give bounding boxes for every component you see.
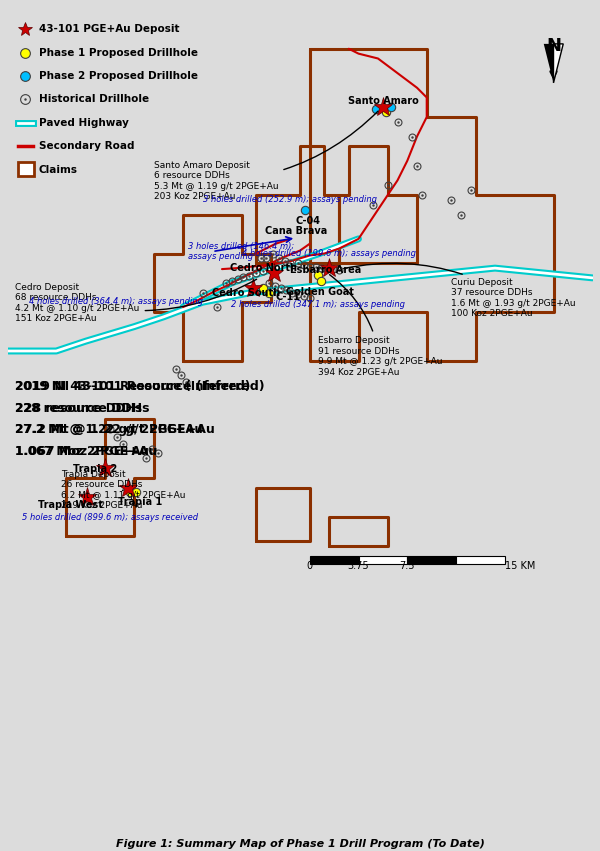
- Text: 4 holes drilled (364.4 m); assays pending: 4 holes drilled (364.4 m); assays pendin…: [29, 297, 203, 306]
- Text: Esbarro Area: Esbarro Area: [290, 266, 361, 275]
- Text: 5 holes drilled (899.6 m); assays received: 5 holes drilled (899.6 m); assays receiv…: [22, 513, 198, 522]
- Text: 3.75: 3.75: [347, 562, 370, 571]
- Text: Phase 2 Proposed Drillhole: Phase 2 Proposed Drillhole: [39, 71, 198, 81]
- Text: N: N: [546, 37, 561, 55]
- Bar: [359, 556, 407, 563]
- Bar: [18, 162, 34, 175]
- Text: Golden Goat: Golden Goat: [286, 287, 353, 297]
- Text: 7.5: 7.5: [400, 562, 415, 571]
- Text: 27.2 Mt @ 1.22 g/t 2PGE+Au: 27.2 Mt @ 1.22 g/t 2PGE+Au: [16, 423, 215, 437]
- Text: Esbarro Deposit
91 resource DDHs
9.9 Mt @ 1.23 g/t 2PGE+Au
394 Koz 2PGE+Au: Esbarro Deposit 91 resource DDHs 9.9 Mt …: [317, 275, 442, 377]
- Text: 1.067 Moz 2PGE+Au: 1.067 Moz 2PGE+Au: [16, 444, 149, 458]
- Text: Cedro South: Cedro South: [212, 288, 280, 298]
- Text: Paved Highway: Paved Highway: [39, 117, 128, 128]
- Text: 228 resource DDHs: 228 resource DDHs: [16, 402, 142, 414]
- Text: 15 KM: 15 KM: [505, 562, 535, 571]
- Text: Trapia 2: Trapia 2: [73, 464, 118, 474]
- Bar: [407, 556, 456, 563]
- Text: 0: 0: [307, 562, 313, 571]
- Text: 228 resource DDHs: 228 resource DDHs: [16, 402, 150, 414]
- Text: 3 holes drilled (146.4 m);
assays pending: 3 holes drilled (146.4 m); assays pendin…: [188, 242, 294, 261]
- Text: Secondary Road: Secondary Road: [39, 141, 134, 151]
- Text: Curiu Deposit
37 resource DDHs
1.6 Mt @ 1.93 g/t 2PGE+Au
100 Koz 2PGE+Au: Curiu Deposit 37 resource DDHs 1.6 Mt @ …: [344, 263, 576, 318]
- Text: 2019 NI 43-101 Resource (Inferred): 2019 NI 43-101 Resource (Inferred): [16, 380, 265, 393]
- Text: Trapia West: Trapia West: [38, 500, 103, 511]
- Text: 4 holes drilled (199.6 m); assays pending: 4 holes drilled (199.6 m); assays pendin…: [242, 248, 416, 258]
- Text: 3 holes drilled (252.9 m); assays pending: 3 holes drilled (252.9 m); assays pendin…: [203, 195, 377, 204]
- Text: Cedro Deposit
68 resource DDHs
4.2 Mt @ 1.10 g/t 2PGE+Au
151 Koz 2PGE+Au: Cedro Deposit 68 resource DDHs 4.2 Mt @ …: [16, 279, 257, 323]
- Text: C-11: C-11: [276, 293, 301, 302]
- Text: Trapia 1: Trapia 1: [118, 497, 162, 507]
- Polygon shape: [554, 44, 563, 83]
- Bar: [310, 556, 359, 563]
- Text: Cana Brava: Cana Brava: [265, 226, 327, 237]
- Text: 27.2 Mt @ 1.22 g/t 2PGE+Au: 27.2 Mt @ 1.22 g/t 2PGE+Au: [16, 423, 203, 437]
- Text: Claims: Claims: [39, 164, 78, 174]
- Text: Cedro North: Cedro North: [230, 263, 298, 273]
- Text: 43-101 PGE+Au Deposit: 43-101 PGE+Au Deposit: [39, 24, 179, 34]
- Text: Phase 1 Proposed Drillhole: Phase 1 Proposed Drillhole: [39, 48, 198, 58]
- Polygon shape: [544, 44, 554, 83]
- Text: 1.067 Moz 2PGE+Au: 1.067 Moz 2PGE+Au: [16, 444, 158, 458]
- Bar: [456, 556, 505, 563]
- Text: 2 holes drilled (347.1 m); assays pending: 2 holes drilled (347.1 m); assays pendin…: [230, 300, 404, 309]
- Text: 2019 NI 43-101 Resource (Inferred): 2019 NI 43-101 Resource (Inferred): [16, 380, 251, 393]
- Text: Santo Amaro Deposit
6 resource DDHs
5.3 Mt @ 1.19 g/t 2PGE+Au
203 Koz 2PGE+Au: Santo Amaro Deposit 6 resource DDHs 5.3 …: [154, 111, 378, 201]
- Text: Santo Amaro: Santo Amaro: [349, 95, 419, 106]
- Text: C-04: C-04: [295, 216, 320, 226]
- Text: Figure 1: Summary Map of Phase 1 Drill Program (To Date): Figure 1: Summary Map of Phase 1 Drill P…: [116, 839, 484, 848]
- Text: Historical Drillhole: Historical Drillhole: [39, 94, 149, 105]
- Text: Trapia Deposit
26 resource DDHs
6.2 Mt @ 1.11 g/t 2PGE+Au
219 Koz 2PGE+Au: Trapia Deposit 26 resource DDHs 6.2 Mt @…: [61, 470, 185, 510]
